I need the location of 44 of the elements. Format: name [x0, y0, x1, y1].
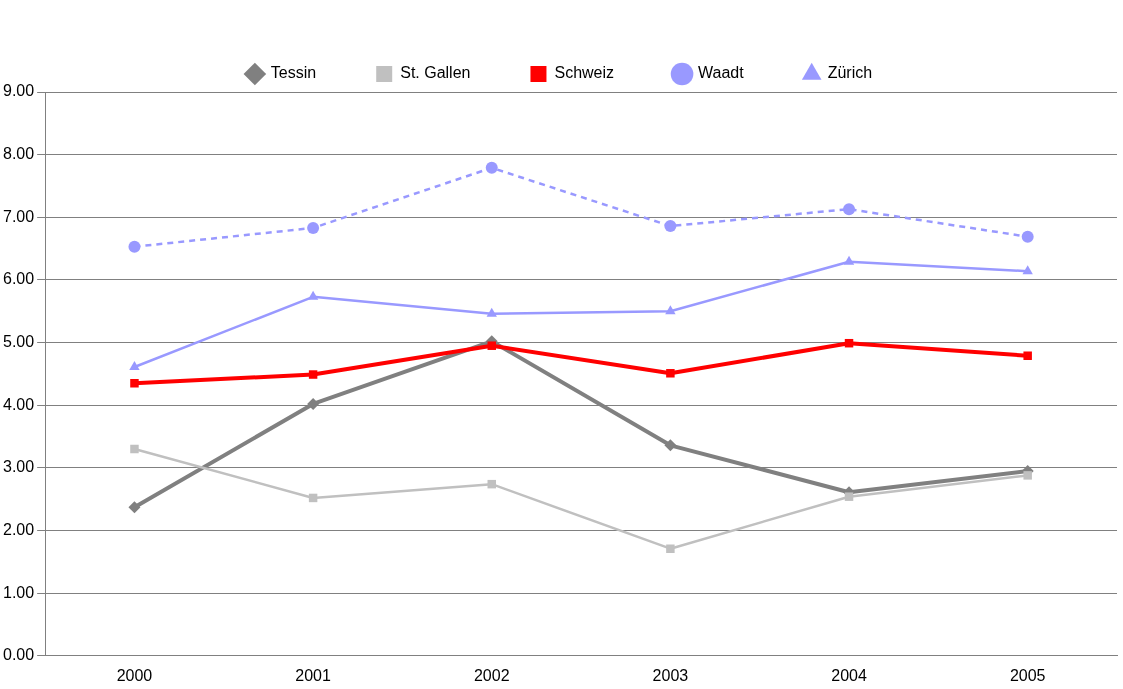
x-tick-label: 2005	[1009, 666, 1046, 684]
x-tick-label: 2002	[473, 666, 510, 684]
point	[1023, 351, 1032, 360]
point	[130, 379, 139, 388]
point	[664, 439, 677, 452]
x-tick-label: 2001	[295, 666, 331, 684]
point	[1023, 471, 1032, 480]
point	[1022, 265, 1033, 275]
legend-label: Zürich	[827, 64, 873, 82]
point	[307, 221, 320, 234]
point	[843, 203, 856, 216]
point	[129, 361, 140, 371]
y-tick-label: 2.00	[3, 520, 35, 538]
point	[666, 544, 675, 553]
y-tick-label: 9.00	[3, 82, 35, 100]
y-tick-label: 0.00	[3, 646, 35, 664]
y-tick-label: 8.00	[3, 145, 35, 163]
legend-label: St. Gallen	[400, 64, 471, 82]
legend-label: Tessin	[270, 64, 317, 82]
point	[843, 255, 855, 265]
point	[308, 370, 318, 379]
legend-label: Schweiz	[554, 64, 615, 82]
x-tick-label: 2003	[652, 666, 689, 684]
y-tick-label: 1.00	[3, 583, 35, 601]
point	[485, 161, 498, 174]
point	[307, 397, 320, 410]
point	[844, 492, 854, 501]
point	[130, 444, 139, 454]
legend-label: Waadt	[698, 64, 745, 82]
point	[487, 341, 496, 350]
point	[665, 305, 676, 315]
point	[128, 501, 141, 514]
y-tick-label: 5.00	[3, 332, 35, 350]
x-tick-label: 2000	[116, 666, 153, 684]
x-tick-label: 2004	[831, 666, 867, 684]
point	[1021, 230, 1034, 243]
y-tick-label: 7.00	[3, 207, 35, 225]
y-tick-label: 4.00	[3, 395, 35, 413]
point	[666, 369, 675, 378]
y-tick-label: 6.00	[3, 270, 35, 288]
y-tick-label: 3.00	[3, 458, 35, 476]
point	[664, 220, 677, 233]
point	[486, 307, 497, 317]
point	[128, 240, 141, 253]
